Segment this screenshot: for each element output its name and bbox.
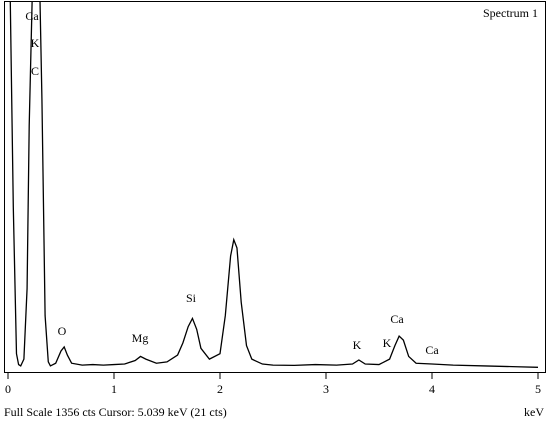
status-text: Full Scale 1356 cts Cursor: 5.039 keV (2… [4, 405, 227, 419]
spectrum-title: Spectrum 1 [483, 6, 538, 20]
plot-area [9, 2, 539, 368]
peak-label: Ca [425, 343, 439, 357]
peak-label: Ca [390, 312, 404, 326]
peak-label: Si [186, 291, 197, 305]
x-tick-label: 3 [323, 382, 329, 396]
peak-label: O [58, 324, 67, 338]
x-tick-label: 0 [5, 382, 11, 396]
peak-label: Mg [132, 331, 149, 345]
peak-label: K [353, 338, 362, 352]
x-tick-label: 4 [429, 382, 435, 396]
x-tick-label: 5 [535, 382, 541, 396]
plot-frame [4, 1, 546, 373]
x-tick-label: 2 [217, 382, 223, 396]
x-tick-label: 1 [111, 382, 117, 396]
peak-label: K [31, 36, 40, 50]
peak-label: Ca [25, 9, 39, 23]
peak-label: C [31, 64, 39, 78]
peak-label: K [383, 336, 392, 350]
x-axis-label: keV [524, 405, 544, 419]
spectrum-line [9, 2, 539, 368]
